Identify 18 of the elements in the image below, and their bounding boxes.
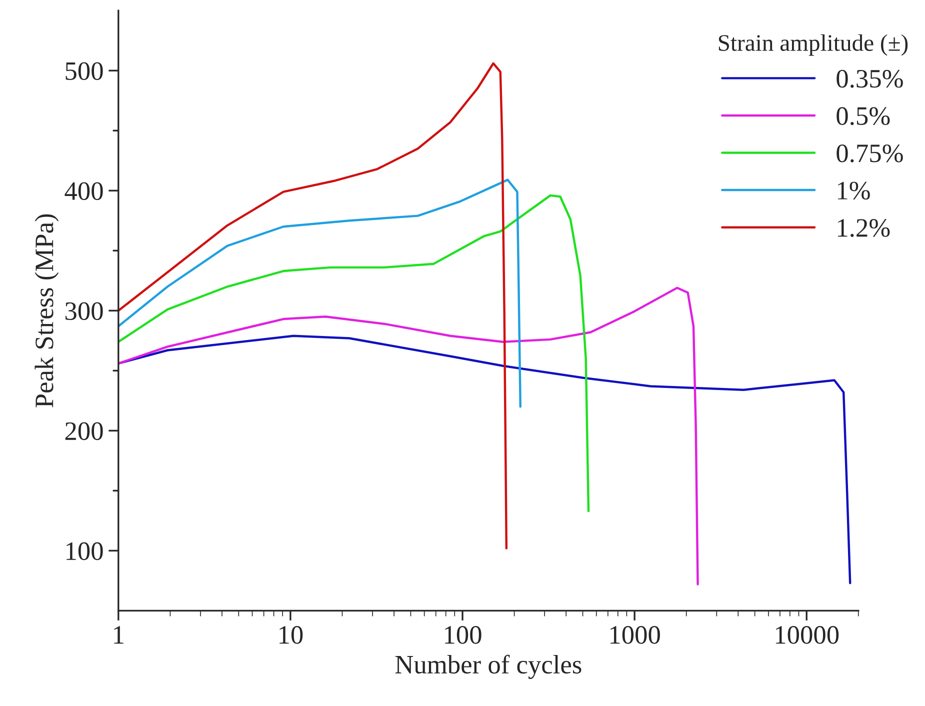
legend-label: 0.5% <box>836 107 890 126</box>
y-tick-label: 200 <box>65 422 103 440</box>
x-tick-label: 1 <box>114 626 124 644</box>
y-axis-title: Peak Stress (MPa) <box>34 214 59 408</box>
x-tick-label: 1000 <box>610 626 660 644</box>
x-tick-label: 10 <box>280 626 303 644</box>
y-tick-label: 100 <box>66 542 103 560</box>
legend-title: Strain amplitude (±) <box>718 34 908 56</box>
legend-label: 0.35% <box>836 70 903 88</box>
y-tick-label: 500 <box>66 62 103 80</box>
legend-label: 1.2% <box>838 219 890 237</box>
y-tick-label: 300 <box>65 302 103 320</box>
x-tick-label: 10000 <box>776 626 839 644</box>
legend-label: 1% <box>838 182 870 200</box>
y-tick-label: 400 <box>64 182 103 200</box>
x-axis-title: Number of cycles <box>395 654 582 680</box>
x-tick-label: 100 <box>445 626 482 644</box>
legend-label: 0.75% <box>836 144 903 162</box>
